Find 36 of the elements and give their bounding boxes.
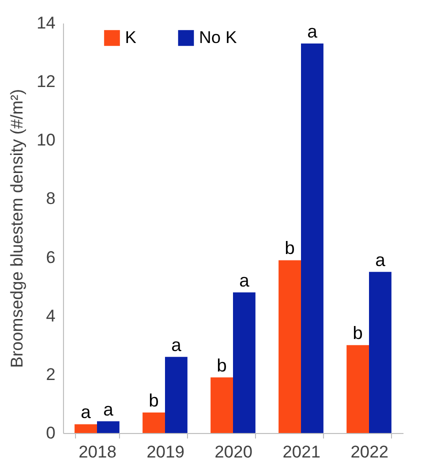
bar: [210, 377, 233, 433]
data-label: b: [216, 355, 227, 376]
data-label: a: [307, 22, 318, 42]
data-label: b: [284, 238, 295, 258]
data-label: a: [103, 399, 114, 420]
y-tick-label: 4: [46, 306, 56, 326]
data-label: b: [352, 323, 363, 344]
bar: [233, 292, 256, 433]
y-tick-label: 12: [36, 72, 56, 92]
bar: [346, 345, 369, 433]
x-tick-label: 2019: [146, 442, 184, 462]
x-tick-label: 2022: [350, 442, 388, 462]
legend-label: No K: [199, 28, 238, 47]
x-tick-label: 2021: [282, 442, 320, 462]
data-label: a: [171, 334, 182, 355]
y-tick-label: 6: [46, 248, 56, 267]
data-label: a: [239, 270, 250, 290]
bar: [74, 424, 97, 433]
x-tick-label: 2018: [78, 442, 116, 462]
bar: [142, 412, 165, 433]
bar: [301, 44, 324, 433]
y-tick-label: 14: [36, 14, 56, 32]
y-tick-label: 8: [46, 189, 56, 208]
x-tick-label: 2020: [214, 442, 252, 462]
data-label: b: [148, 390, 159, 410]
data-label: a: [80, 402, 92, 422]
data-label: a: [375, 250, 386, 270]
legend-label: K: [125, 28, 137, 47]
bar: [97, 421, 120, 433]
y-axis-title: Broomsedge bluestem density (#/m²): [8, 89, 27, 368]
y-tick-label: 2: [46, 364, 56, 384]
y-tick-label: 0: [46, 424, 56, 442]
y-tick-label: 10: [36, 130, 56, 150]
bar: [165, 356, 188, 433]
bar: [369, 272, 392, 433]
bar: [278, 260, 301, 433]
